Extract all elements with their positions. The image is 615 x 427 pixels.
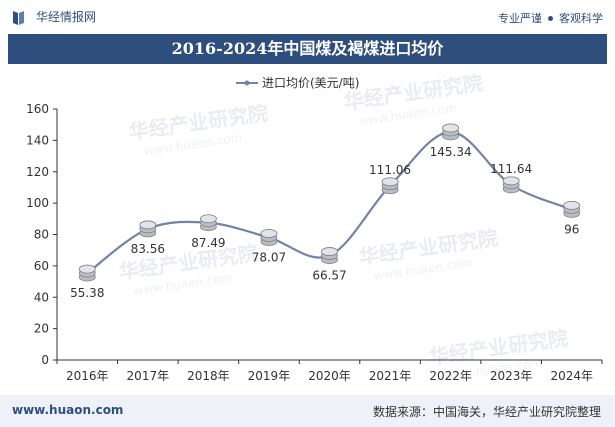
y-tick-label: 0 [41, 353, 49, 367]
data-point-marker [502, 176, 520, 194]
brand-name: 华经情报网 [36, 10, 97, 24]
axes: 0 20 40 60 80 100 120 140 160 2016年 2017年 2018年 2019… [26, 102, 603, 383]
coin-top-icon [321, 247, 338, 256]
footer: www.huaon.com 数据来源：中国海关，华经产业研究院整理 [0, 395, 615, 427]
coin-top-icon [260, 229, 278, 238]
tagline-right: 客观科学 [559, 12, 603, 25]
y-tick-label: 120 [26, 165, 49, 179]
data-point-marker [321, 247, 338, 264]
chart-title-bar: 2016-2024年中国煤及褐煤进口均价 [8, 34, 607, 64]
tagline-left: 专业严谨 [498, 12, 542, 25]
x-tick-label: 2017年 [127, 369, 170, 383]
plot-area: 55.38 83.56 87.49 78.07 66.57 111.06 145.34 111… [70, 123, 581, 300]
x-tick-label: 2020年 [308, 369, 351, 383]
coin-top-icon [502, 176, 520, 186]
y-tick-label: 100 [26, 196, 49, 210]
coin-top-icon [199, 214, 217, 224]
data-label: 145.34 [430, 145, 472, 159]
x-tick-label: 2019年 [248, 369, 291, 383]
data-label: 111.06 [369, 163, 411, 177]
data-label: 66.57 [312, 269, 346, 283]
coin-top-icon [442, 123, 460, 133]
data-label: 96 [564, 222, 579, 236]
coin-top-icon [139, 220, 157, 230]
chart-legend: 进口均价(美元/吨) [236, 76, 359, 90]
footer-source: 数据来源：中国海关，华经产业研究院整理 [372, 405, 601, 419]
line-chart: 华经产业研究院www.huaon.com华经产业研究院www.huaon.com… [26, 71, 603, 383]
legend-label: 进口均价(美元/吨) [262, 76, 359, 90]
y-tick-label: 20 [34, 322, 49, 336]
watermark-layer: 华经产业研究院www.huaon.com华经产业研究院www.huaon.com… [117, 71, 569, 383]
coin-top-icon [78, 264, 96, 274]
tagline: 专业严谨 客观科学 [498, 10, 603, 26]
x-tick-label: 2018年 [187, 369, 230, 383]
brand[interactable]: 华经情报网 [12, 8, 96, 25]
legend-marker-icon [244, 80, 250, 86]
x-tick-label: 2022年 [429, 369, 472, 383]
x-tick-label: 2024年 [550, 369, 593, 383]
y-tick-label: 160 [26, 102, 49, 116]
separator-dot-icon [548, 15, 553, 21]
data-point-marker [381, 177, 399, 195]
data-point-marker [199, 214, 217, 232]
y-tick-label: 140 [26, 133, 49, 147]
chart-title: 2016-2024年中国煤及褐煤进口均价 [171, 39, 444, 58]
data-label: 87.49 [191, 236, 225, 250]
data-point-marker [442, 123, 460, 141]
footer-website-link[interactable]: www.huaon.com [12, 403, 124, 417]
brand-logo-icon [13, 10, 24, 25]
data-label: 78.07 [252, 251, 286, 265]
y-tick-label: 40 [34, 290, 49, 304]
data-point-marker [139, 220, 157, 238]
y-tick-label: 80 [34, 228, 49, 242]
top-bar: 华经情报网 专业严谨 客观科学 [0, 0, 615, 32]
coin-top-icon [381, 177, 399, 187]
data-point-marker [563, 200, 581, 218]
x-tick-label: 2016年 [66, 369, 109, 383]
data-point-marker [260, 229, 278, 246]
y-tick-label: 60 [34, 259, 49, 273]
series-line [86, 130, 573, 275]
data-label: 55.38 [70, 286, 104, 300]
x-tick-label: 2023年 [490, 369, 533, 383]
data-point-marker [78, 264, 96, 282]
data-label: 83.56 [131, 242, 165, 256]
coin-top-icon [563, 200, 581, 210]
x-tick-label: 2021年 [369, 369, 412, 383]
data-label: 111.64 [490, 162, 532, 176]
